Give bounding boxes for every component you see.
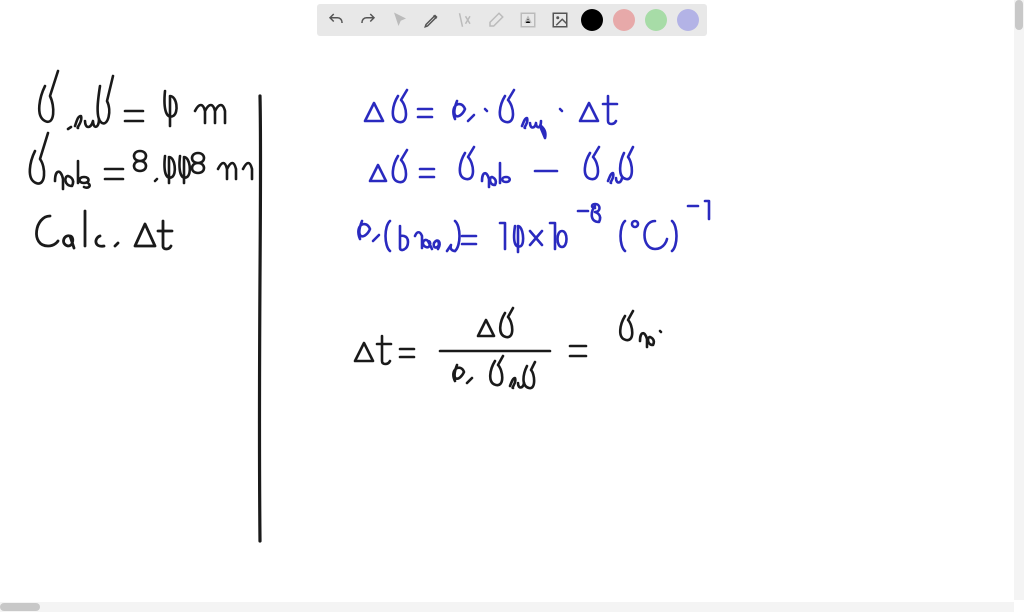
pen-button[interactable] [421,9,443,31]
horizontal-scrollbar[interactable] [0,602,1014,612]
vertical-scrollbar-thumb[interactable] [1015,0,1023,30]
stroke-eq2 [370,147,633,187]
stroke-calc-dt [36,211,172,249]
redo-icon [359,11,377,29]
color-swatch-black[interactable] [581,9,603,31]
undo-icon [327,11,345,29]
stroke-eq4 [355,308,661,388]
whiteboard-canvas[interactable] [0,40,1014,602]
pen-icon [423,11,441,29]
stroke-eq1 [365,90,617,138]
pointer-icon [391,11,409,29]
color-swatch-pink[interactable] [613,9,635,31]
math-tools-icon [455,11,473,29]
eraser-icon [487,11,505,29]
image-button[interactable] [549,9,571,31]
horizontal-scrollbar-thumb[interactable] [0,603,40,611]
toolbar [317,4,707,36]
text-icon [519,11,537,29]
color-swatch-purple[interactable] [677,9,699,31]
stroke-d-rod [39,71,225,129]
pointer-button[interactable] [389,9,411,31]
image-icon [551,11,569,29]
divider-stroke [259,96,260,541]
stroke-eq3 [358,201,709,252]
eraser-button[interactable] [485,9,507,31]
color-swatch-green[interactable] [645,9,667,31]
vertical-scrollbar[interactable] [1014,0,1024,600]
stroke-d-hole [30,133,252,189]
undo-button[interactable] [325,9,347,31]
math-tools-button[interactable] [453,9,475,31]
redo-button[interactable] [357,9,379,31]
handwriting-layer [0,40,1014,602]
text-button[interactable] [517,9,539,31]
